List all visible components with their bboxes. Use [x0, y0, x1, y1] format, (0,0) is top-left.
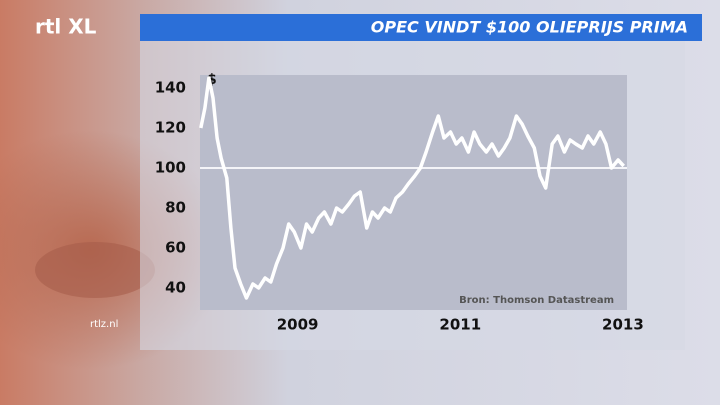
x-tick-label: 2009 — [277, 316, 319, 334]
y-tick-label: 60 — [165, 239, 186, 257]
source: Bron: Thomson Datastream — [459, 295, 614, 306]
price-line — [199, 76, 625, 300]
chart-title: OPEC VINDT $100 OLIEPRIJS PRIMA — [371, 18, 688, 37]
x-tick-label: 2013 — [602, 316, 644, 334]
website: rtlz.nl — [90, 319, 118, 330]
y-tick-label: 80 — [165, 199, 186, 217]
background-image — [35, 242, 155, 298]
y-tick-label: 140 — [155, 79, 186, 97]
logo: rtl XL — [35, 15, 97, 39]
y-tick-label: 100 — [155, 159, 186, 177]
y-tick-label: 40 — [165, 279, 186, 297]
title-bar — [140, 14, 702, 41]
x-tick-label: 2011 — [439, 316, 481, 334]
plot-area — [200, 75, 627, 310]
y-unit: $ — [207, 72, 217, 88]
y-tick-label: 120 — [155, 119, 186, 137]
